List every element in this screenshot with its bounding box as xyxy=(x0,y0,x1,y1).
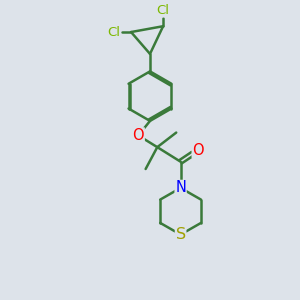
Text: Cl: Cl xyxy=(107,26,120,38)
Text: O: O xyxy=(133,128,144,143)
Text: N: N xyxy=(175,180,186,195)
Text: S: S xyxy=(176,227,186,242)
Text: Cl: Cl xyxy=(157,4,169,17)
Text: O: O xyxy=(192,142,204,158)
